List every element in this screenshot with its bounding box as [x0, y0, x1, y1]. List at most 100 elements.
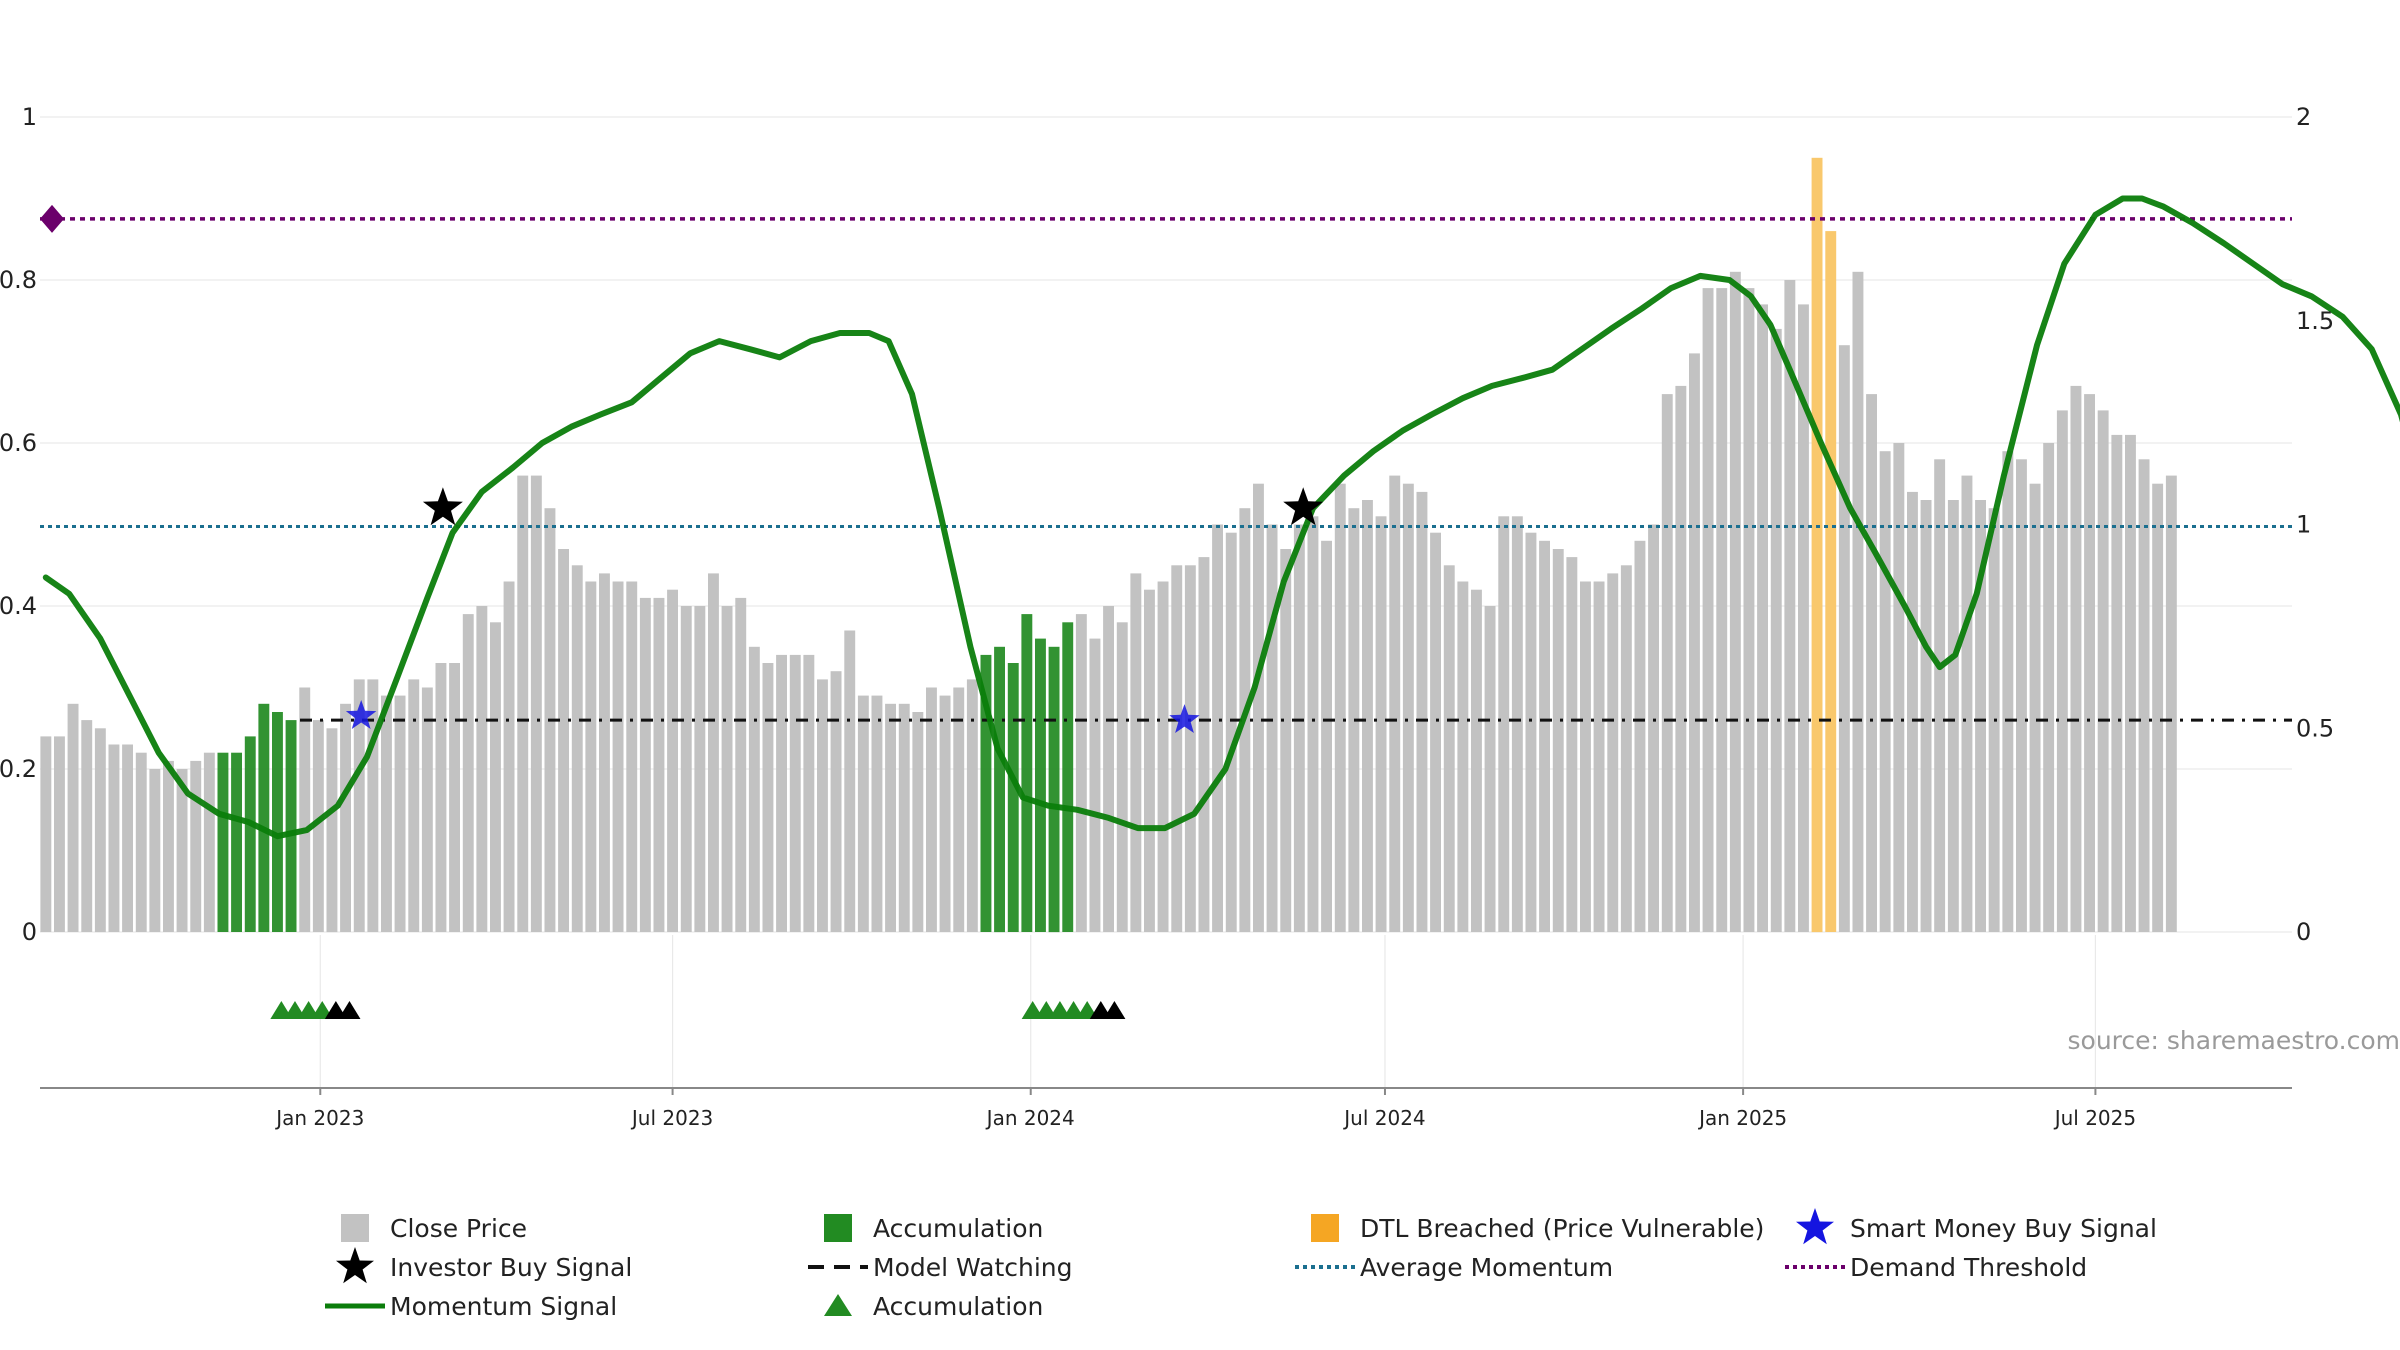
accumulation-bar — [272, 712, 283, 932]
close-price-bar — [353, 679, 365, 932]
close-price-bar — [1225, 532, 1237, 932]
accumulation-bar — [1021, 614, 1033, 932]
close-price-bar — [1879, 451, 1891, 932]
close-price-bar — [885, 703, 896, 932]
legend-item: Investor Buy Signal — [336, 1247, 632, 1284]
legend-item: Average Momentum — [1295, 1253, 1613, 1282]
close-price-bar — [2043, 443, 2055, 932]
left-y-tick-label: 0.6 — [0, 429, 37, 457]
close-price-bar — [149, 769, 161, 932]
close-price-bar — [1471, 589, 1482, 932]
investor-buy-star — [1283, 487, 1324, 526]
right-y-tick-label: 2 — [2296, 103, 2311, 131]
close-price-bar — [1484, 606, 1496, 932]
close-price-bar — [1689, 353, 1700, 932]
legend-item: Smart Money Buy Signal — [1796, 1208, 2157, 1245]
close-price-bar — [462, 614, 474, 932]
legend-label: DTL Breached (Price Vulnerable) — [1360, 1214, 1764, 1243]
legend-item: Close Price — [341, 1214, 527, 1243]
right-y-tick-label: 0 — [2296, 918, 2311, 946]
accumulation-bar — [217, 752, 229, 932]
close-price-bar — [312, 720, 324, 932]
close-price-bar — [1075, 614, 1087, 932]
close-price-bar — [558, 549, 569, 932]
x-tick-label: Jan 2025 — [1697, 1106, 1787, 1130]
close-price-bar — [163, 760, 174, 932]
close-price-bar — [2111, 434, 2123, 932]
close-price-bar — [1116, 622, 1128, 932]
close-price-bar — [1757, 304, 1768, 932]
close-price-bar — [1961, 475, 1973, 932]
close-price-bar — [926, 687, 937, 932]
close-price-bar — [2084, 394, 2095, 933]
close-price-bar — [2097, 410, 2109, 932]
left-y-tick-label: 0 — [22, 918, 37, 946]
close-price-bar — [1103, 606, 1114, 932]
left-y-tick-label: 0.2 — [0, 755, 37, 783]
close-price-bar — [1702, 288, 1714, 933]
close-price-bar — [1430, 532, 1441, 932]
legend-item: DTL Breached (Price Vulnerable) — [1311, 1214, 1764, 1243]
close-price-bar — [1253, 483, 1264, 932]
investor-buy-star — [422, 487, 463, 526]
dtl-breached-bar — [1811, 157, 1823, 933]
close-price-bar — [776, 654, 787, 932]
close-price-bar — [1634, 540, 1646, 932]
close-price-bar — [844, 630, 856, 932]
close-price-bar — [1866, 394, 1877, 933]
accumulation-triangle — [1103, 1001, 1126, 1019]
close-price-bar — [421, 687, 433, 932]
close-price-bar — [1729, 271, 1741, 932]
grey-square-icon — [341, 1214, 369, 1242]
close-price-bar — [503, 581, 515, 932]
close-price-bar — [326, 728, 338, 933]
close-price-bar — [381, 695, 392, 932]
close-price-bar — [1661, 394, 1673, 933]
close-price-bar — [571, 565, 583, 933]
momentum-signal-line — [42, 195, 2400, 840]
close-price-bar — [1511, 516, 1523, 932]
close-price-bar — [517, 475, 529, 932]
right-y-tick-label: 1.5 — [2296, 307, 2334, 335]
close-price-bar — [612, 581, 624, 932]
blue-star-icon — [1796, 1208, 1834, 1245]
left-y-tick-label: 0.4 — [0, 592, 37, 620]
legend: Close Price Accumulation DTL Breached (Pri… — [325, 1208, 2157, 1321]
close-price-bar — [898, 703, 910, 932]
close-price-bar — [94, 728, 106, 933]
close-price-bar — [1457, 581, 1469, 932]
close-price-bar — [1334, 483, 1346, 932]
close-price-bar — [135, 752, 147, 932]
legend-item: Momentum Signal — [325, 1292, 617, 1321]
legend-label: Accumulation — [873, 1292, 1043, 1321]
accumulation-bar — [1007, 663, 1019, 932]
close-price-bar — [1716, 288, 1728, 933]
close-price-bar — [1838, 345, 1850, 932]
left-y-tick-label: 0.8 — [0, 266, 37, 294]
close-price-bar — [1648, 524, 1659, 932]
green-triangle-icon — [824, 1294, 852, 1316]
close-price-bar — [1975, 500, 1986, 932]
close-price-bar — [1743, 288, 1755, 933]
close-price-bar — [1443, 565, 1455, 933]
close-price-bar — [2029, 483, 2041, 932]
close-price-bar — [1362, 500, 1373, 932]
legend-label: Close Price — [390, 1214, 527, 1243]
close-price-bar — [54, 736, 65, 932]
right-y-tick-label: 0.5 — [2296, 714, 2334, 742]
legend-label: Demand Threshold — [1850, 1253, 2087, 1282]
close-price-bar — [1675, 385, 1687, 932]
close-price-bar — [1552, 549, 1564, 932]
black-star-icon — [336, 1247, 374, 1284]
close-price-bar — [1212, 524, 1223, 932]
close-price-bar — [1620, 565, 1632, 933]
close-price-bar — [939, 695, 951, 932]
close-price-bar — [435, 663, 447, 932]
close-price-bar — [667, 589, 678, 932]
accumulation-bar — [244, 736, 256, 932]
close-price-bar — [1389, 475, 1401, 932]
x-tick-label: Jul 2024 — [1342, 1106, 1425, 1130]
right-y-tick-label: 1 — [2296, 511, 2311, 539]
close-price-bar — [1852, 271, 1864, 932]
